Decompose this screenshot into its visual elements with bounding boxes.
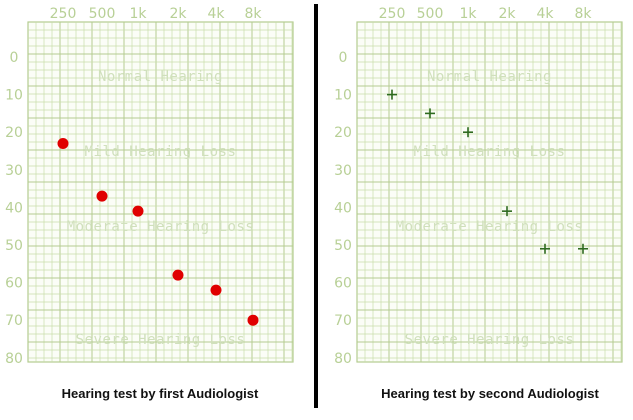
y-tick-label: 40 xyxy=(334,200,352,216)
data-point xyxy=(387,89,397,100)
audiogram-right: 250 500 1k 2k 4k 8k 0 10 20 30 40 50 60 70 80 Normal He… xyxy=(334,6,623,367)
data-point xyxy=(57,137,69,149)
y-tick-label: 10 xyxy=(334,88,352,104)
x-tick-label: 8k xyxy=(244,6,262,22)
x-tick-label: 2k xyxy=(498,6,516,22)
region-label: Normal Hearing xyxy=(98,69,223,85)
grid-frame xyxy=(356,21,623,363)
y-tick-label: 30 xyxy=(5,163,23,179)
x-tick-label: 2k xyxy=(169,6,187,22)
data-point xyxy=(463,127,473,138)
y-tick-label: 60 xyxy=(334,276,352,292)
region-label: Normal Hearing xyxy=(427,69,552,85)
x-tick-label: 250 xyxy=(379,6,406,22)
data-point xyxy=(210,284,222,296)
region-label: Moderate Hearing Loss xyxy=(396,219,584,235)
data-point xyxy=(425,108,435,119)
x-tick-label: 1k xyxy=(129,6,147,22)
data-point xyxy=(172,269,184,281)
y-tick-label: 0 xyxy=(339,50,348,66)
region-label: Severe Hearing Loss xyxy=(405,332,575,348)
y-tick-label: 40 xyxy=(5,200,23,216)
y-tick-label: 80 xyxy=(5,351,23,367)
y-tick-label: 70 xyxy=(334,313,352,329)
region-label: Mild Hearing Loss xyxy=(85,144,237,160)
x-tick-label: 1k xyxy=(459,6,477,22)
region-label: Moderate Hearing Loss xyxy=(67,219,255,235)
y-tick-label: 60 xyxy=(5,276,23,292)
x-tick-label: 4k xyxy=(207,6,225,22)
y-tick-label: 10 xyxy=(5,88,23,104)
data-point xyxy=(132,205,144,217)
region-label: Severe Hearing Loss xyxy=(76,332,246,348)
x-tick-label: 4k xyxy=(536,6,554,22)
x-tick-label: 500 xyxy=(89,6,116,22)
audiogram-left: 250 500 1k 2k 4k 8k 0 10 20 30 40 50 60 70 80 Normal He… xyxy=(5,6,294,367)
data-point xyxy=(578,243,588,254)
y-tick-label: 70 xyxy=(5,313,23,329)
data-point xyxy=(96,190,108,202)
y-tick-label: 0 xyxy=(10,50,19,66)
grid-right xyxy=(356,21,623,363)
region-label: Mild Hearing Loss xyxy=(414,144,566,160)
grid-left xyxy=(27,21,294,363)
grid-frame xyxy=(27,21,294,363)
x-tick-label: 8k xyxy=(574,6,592,22)
data-point xyxy=(540,243,550,254)
y-tick-label: 30 xyxy=(334,163,352,179)
data-point xyxy=(247,314,259,326)
y-tick-label: 20 xyxy=(5,125,23,141)
data-point xyxy=(502,206,512,217)
x-tick-label: 500 xyxy=(417,6,444,22)
y-tick-label: 80 xyxy=(334,351,352,367)
y-tick-label: 50 xyxy=(334,238,352,254)
chart-title-left: Hearing test by first Audiologist xyxy=(61,386,259,401)
x-tick-label: 250 xyxy=(50,6,77,22)
y-tick-label: 20 xyxy=(334,125,352,141)
chart-title-right: Hearing test by second Audiologist xyxy=(381,386,599,401)
y-tick-label: 50 xyxy=(5,238,23,254)
